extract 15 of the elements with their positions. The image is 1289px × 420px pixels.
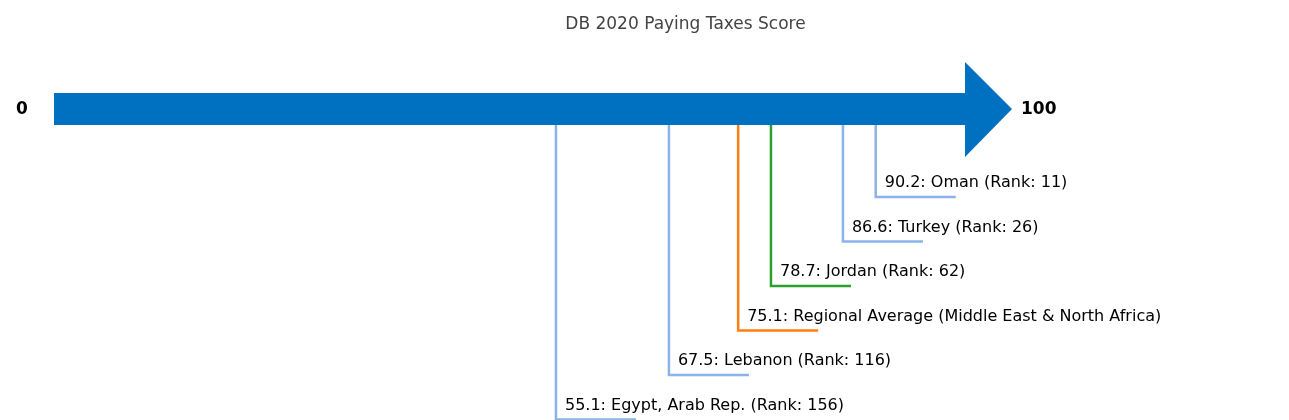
category-label: : Regional Average (Middle East & North Africa) xyxy=(782,305,1162,325)
data-label: 75.1 xyxy=(747,305,783,325)
category-label: : Egypt, Arab Rep. (Rank: 156) xyxy=(600,394,845,414)
data-label: 55.1 xyxy=(564,394,601,414)
text: 0 xyxy=(16,98,29,119)
category-label: : Lebanon (Rank: 116) xyxy=(713,350,892,369)
category-label: : Oman (Rank: 11) xyxy=(920,172,1068,191)
text: 100 xyxy=(1021,98,1057,119)
data-label: 67.5 xyxy=(677,350,714,369)
text: DB 2020 Paying Taxes Score xyxy=(565,13,806,34)
category-label: : Jordan (Rank: 62) xyxy=(815,261,966,280)
data-label: 86.6 xyxy=(851,216,888,236)
category-label: : Turkey (Rank: 26) xyxy=(887,216,1039,236)
data-label: 90.2 xyxy=(884,172,921,191)
data-label: 78.7 xyxy=(779,261,816,280)
